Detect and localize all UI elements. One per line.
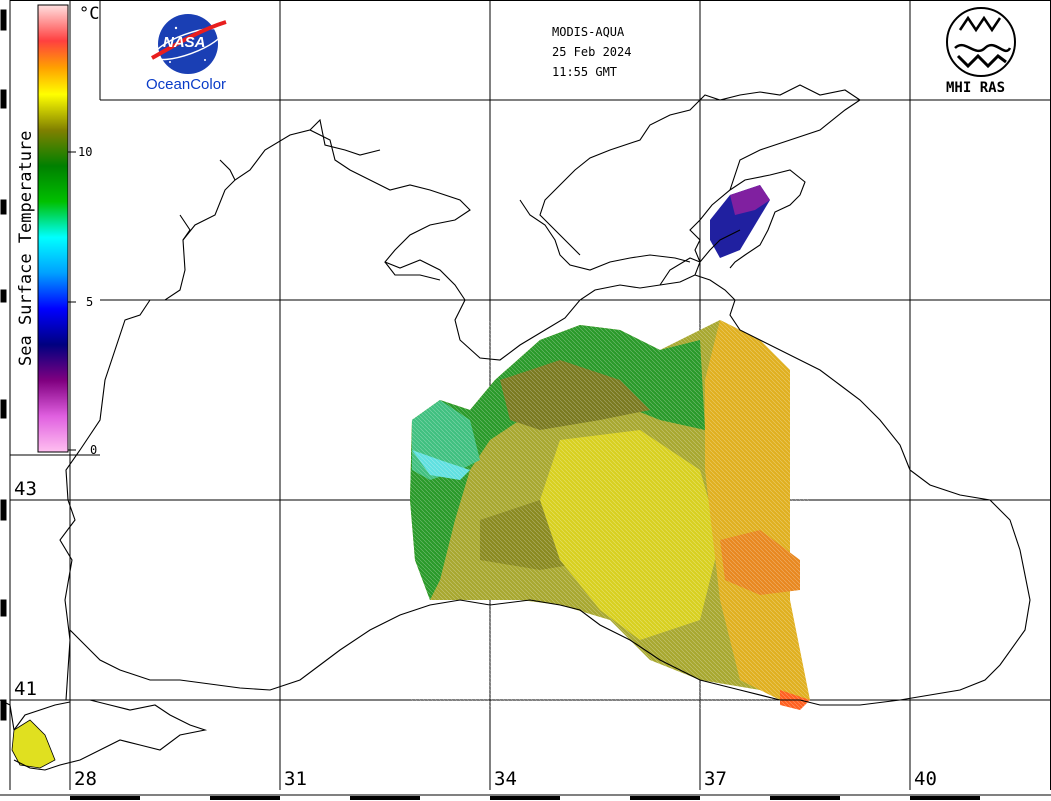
legend-tick-0: 0 <box>90 443 98 457</box>
nasa-logo <box>151 14 227 74</box>
latitude-label-43: 43 <box>14 478 37 500</box>
sst-swath <box>410 185 810 710</box>
mhi-ras-label: MHI RAS <box>946 80 1006 96</box>
sensor-label: MODIS-AQUA <box>552 25 625 39</box>
coastline <box>0 84 1031 771</box>
longitude-label-37: 37 <box>704 768 727 790</box>
oceancolor-label: OceanColor <box>146 76 227 93</box>
mhi-ras-logo <box>946 7 1016 77</box>
nasa-wordmark: NASA <box>163 34 206 51</box>
legend-title: Sea Surface Temperature <box>16 130 36 366</box>
date-label: 25 Feb 2024 <box>552 45 632 59</box>
legend-tick-5: 5 <box>86 295 94 309</box>
longitude-label-31: 31 <box>284 768 307 790</box>
legend-unit: °C <box>79 4 100 24</box>
left-ruler <box>0 0 11 801</box>
bottom-ruler <box>0 790 1051 801</box>
longitude-label-40: 40 <box>914 768 937 790</box>
marmara-sst-patch <box>11 719 56 769</box>
longitude-label-34: 34 <box>494 768 517 790</box>
legend-tick-10: 10 <box>78 145 93 159</box>
time-label: 11:55 GMT <box>552 65 618 79</box>
legend-colorbar <box>38 5 68 452</box>
product-info: MODIS-AQUA 25 Feb 2024 11:55 GMT <box>552 22 631 82</box>
longitude-label-28: 28 <box>74 768 97 790</box>
latitude-label-41: 41 <box>14 678 37 700</box>
